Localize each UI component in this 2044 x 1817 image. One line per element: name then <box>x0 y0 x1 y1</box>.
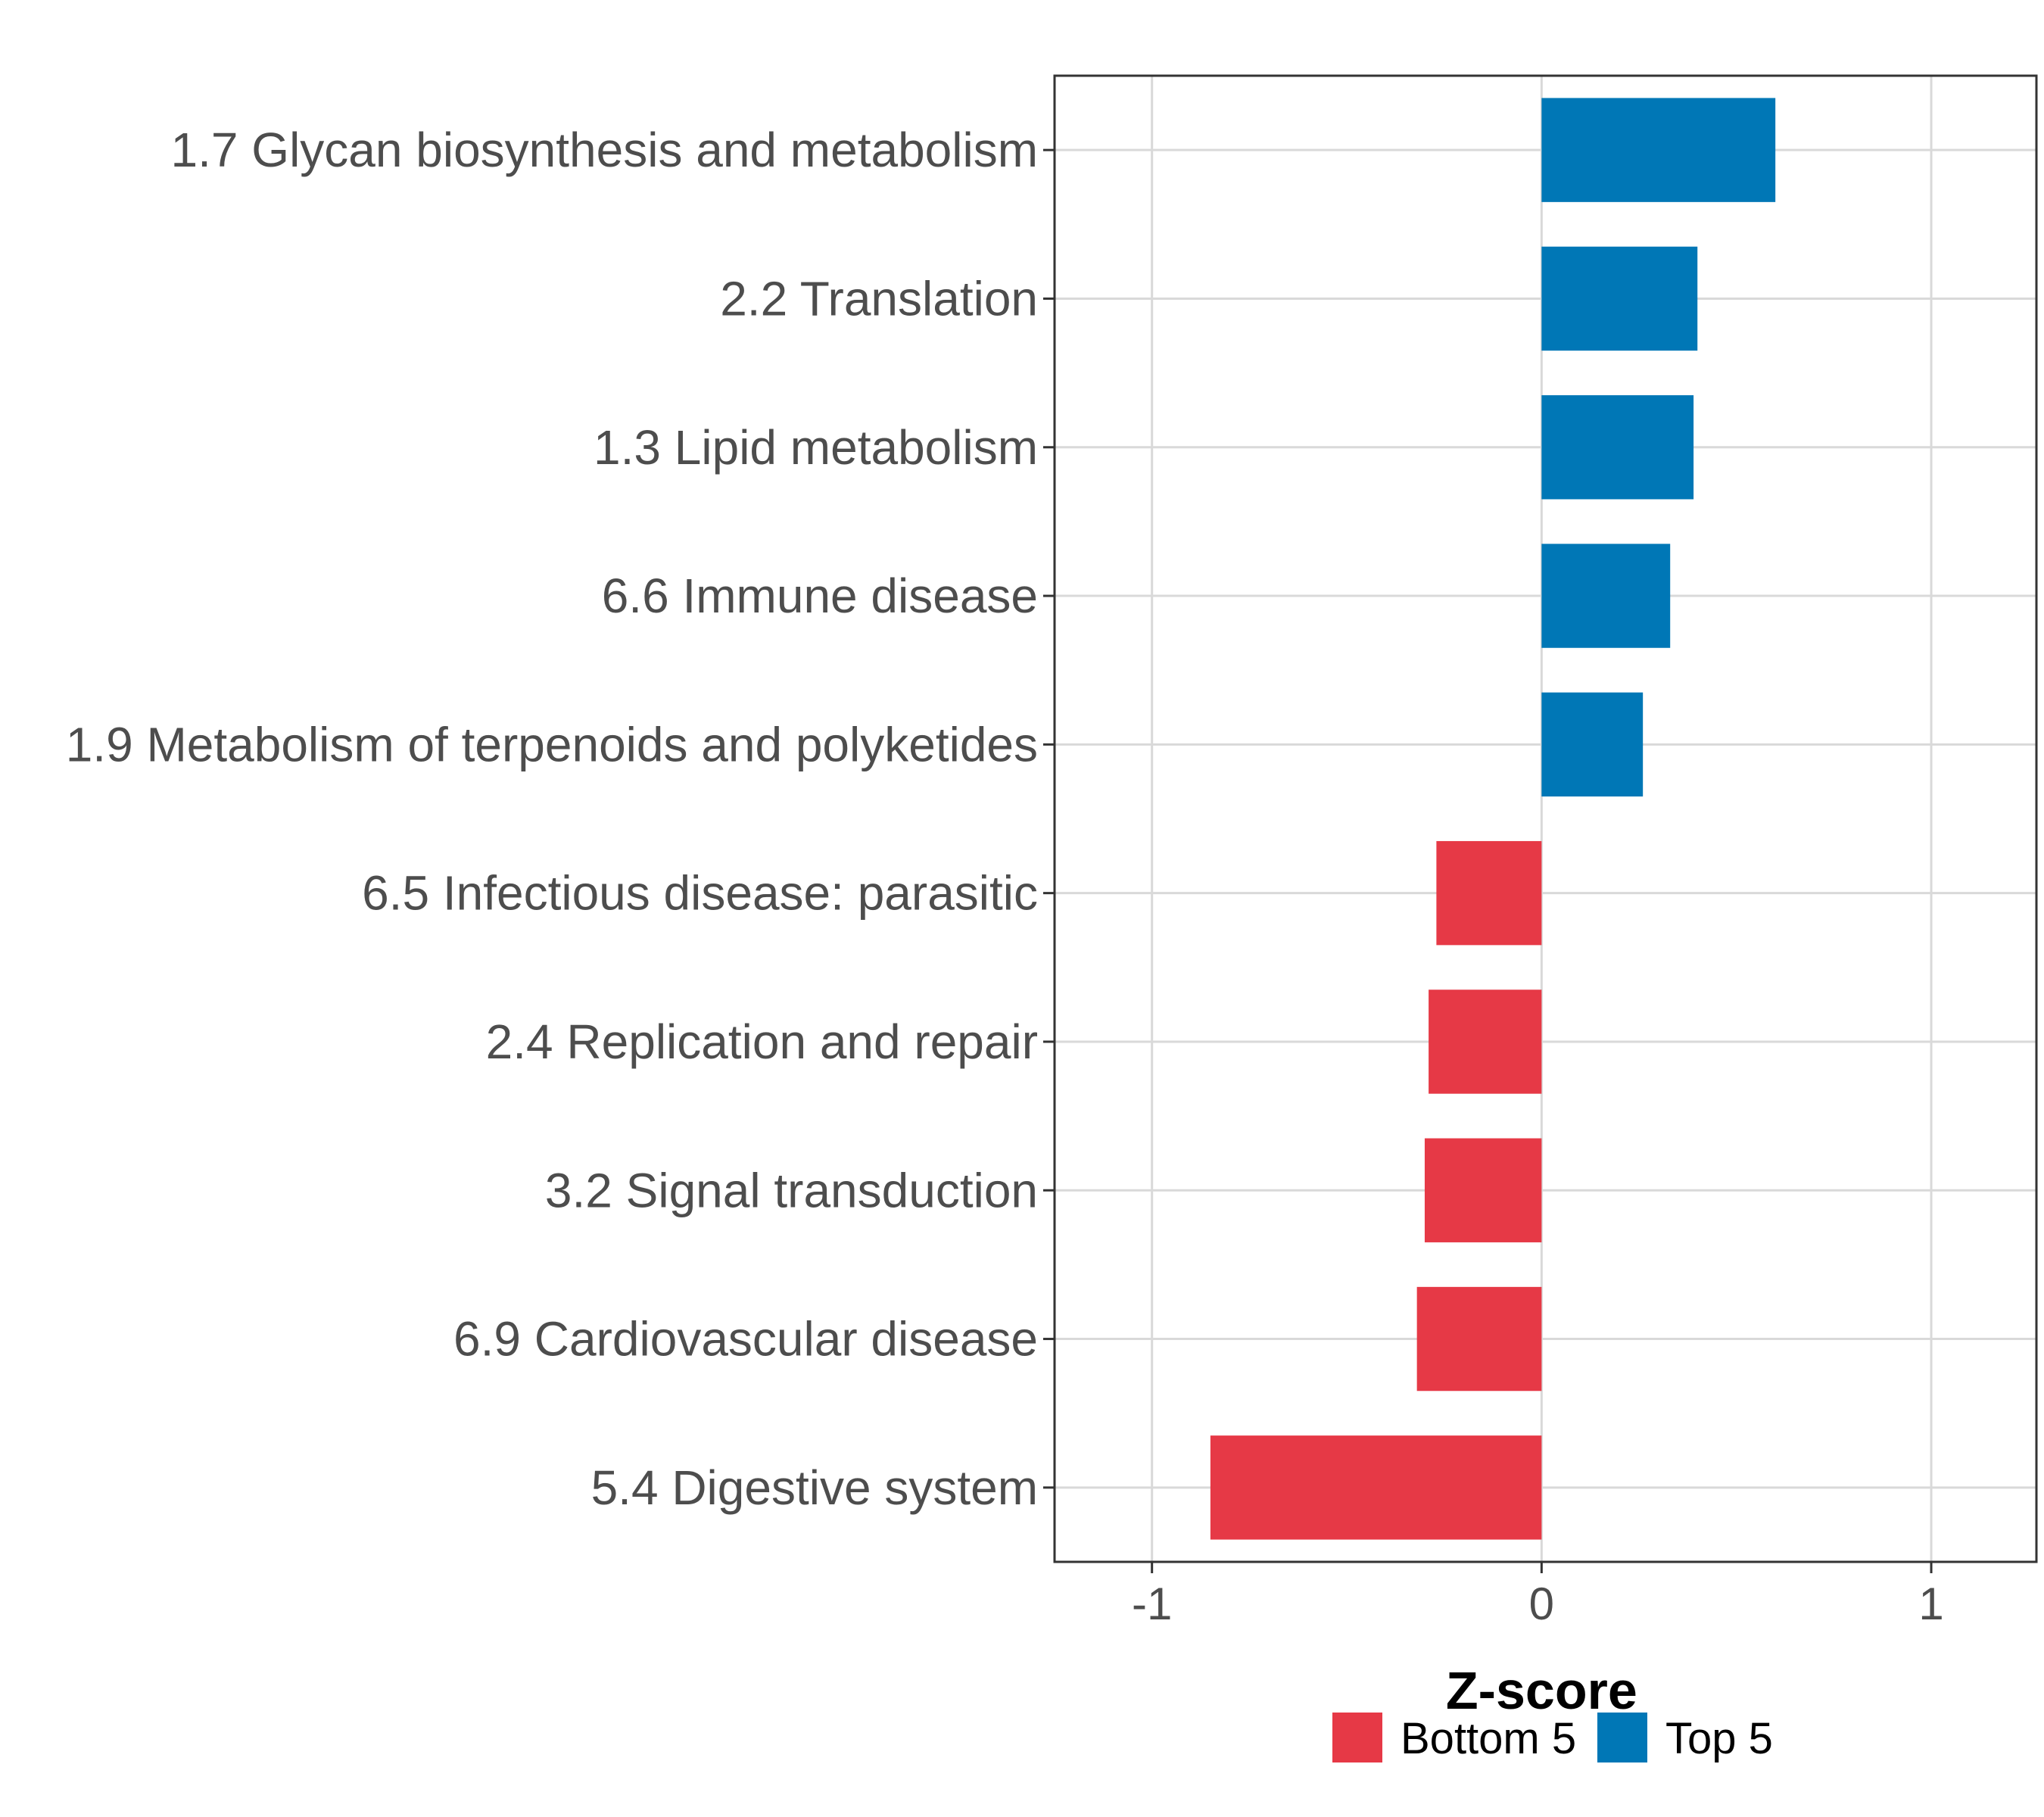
category-label: 3.2 Signal transduction <box>545 1163 1038 1217</box>
x-tick-labels: -1 0 1 <box>1132 1579 1944 1629</box>
category-label: 6.9 Cardiovascular disease <box>453 1312 1038 1367</box>
category-label: 6.6 Immune disease <box>602 569 1038 623</box>
bar <box>1541 544 1671 648</box>
axis-ticks <box>1043 148 1933 1573</box>
bar <box>1210 1435 1542 1540</box>
legend-swatch <box>1597 1713 1647 1762</box>
category-label: 1.7 Glycan biosynthesis and metabolism <box>171 123 1038 177</box>
legend-swatch <box>1332 1713 1382 1762</box>
category-label: 2.4 Replication and repair <box>486 1014 1038 1069</box>
bar <box>1416 1286 1542 1392</box>
category-label: 6.5 Infectious disease: parasitic <box>362 866 1038 921</box>
bar <box>1424 1138 1542 1242</box>
category-label: 1.9 Metabolism of terpenoids and polyket… <box>66 717 1038 771</box>
legend-label: Bottom 5 <box>1401 1714 1576 1763</box>
bar <box>1541 98 1776 202</box>
x-axis-title: Z-score <box>1446 1661 1637 1720</box>
category-label: 2.2 Translation <box>720 271 1038 326</box>
category-label: 1.3 Lipid metabolism <box>594 420 1038 475</box>
bar <box>1541 246 1698 351</box>
bar <box>1541 692 1644 797</box>
legend: Bottom 5 Top 5 <box>1332 1713 1773 1763</box>
legend-label: Top 5 <box>1665 1714 1773 1763</box>
x-tick-label: 0 <box>1529 1579 1554 1629</box>
bar <box>1429 990 1542 1094</box>
category-labels: 1.7 Glycan biosynthesis and metabolism 2.… <box>66 123 1038 1515</box>
bar <box>1541 395 1694 500</box>
bar <box>1436 840 1542 946</box>
plot-panel-border <box>1053 74 2038 1563</box>
x-tick-label: 1 <box>1918 1579 1943 1629</box>
bars <box>1210 98 1776 1540</box>
x-tick-label: -1 <box>1132 1579 1172 1629</box>
category-label: 5.4 Digestive system <box>591 1460 1038 1515</box>
